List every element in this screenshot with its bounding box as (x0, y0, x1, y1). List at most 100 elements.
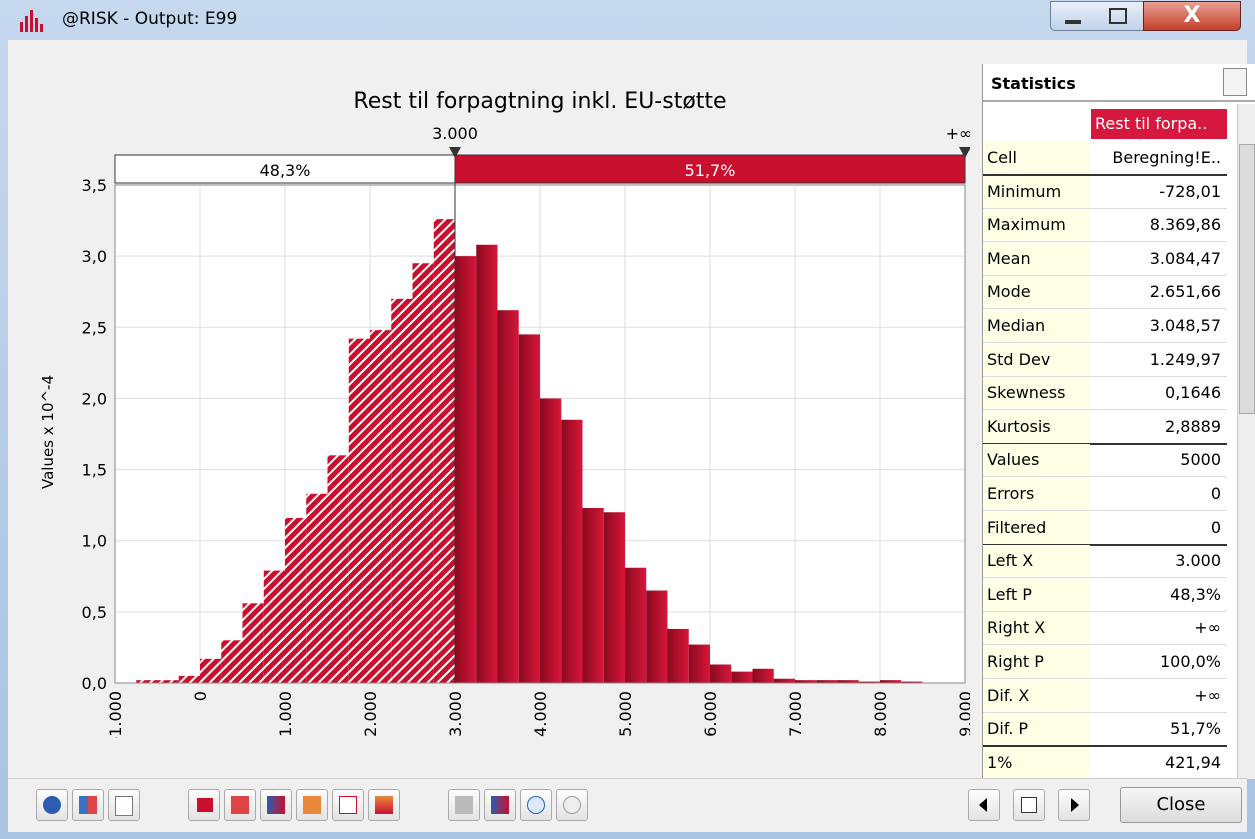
bar (625, 567, 647, 683)
window-controls[interactable] (1050, 1, 1144, 31)
stat-value: -728,01 (1159, 181, 1221, 201)
bar (816, 680, 838, 683)
bar (688, 644, 710, 683)
display-button[interactable] (1013, 789, 1045, 821)
row-line (983, 577, 1227, 579)
stat-value: 2,8889 (1165, 416, 1221, 436)
stat-name: Errors (983, 478, 1090, 510)
x-tick-label: 0 (191, 691, 210, 701)
stat-name: Filtered (983, 511, 1090, 544)
row-line (983, 409, 1227, 411)
stat-value: 421,94 (1165, 752, 1221, 772)
x-tick-label: 6.000 (701, 691, 720, 737)
percent-button[interactable] (332, 789, 364, 821)
row-line (983, 241, 1227, 243)
y-tick-label: 2,0 (82, 389, 107, 408)
bar (582, 507, 604, 683)
bar (795, 680, 817, 683)
row-line (983, 543, 1227, 546)
header-dropdown (1223, 68, 1247, 96)
tornado-button[interactable] (368, 789, 400, 821)
zoom-out-button[interactable] (556, 789, 588, 821)
y-axis-label: Values x 10^-4 (39, 375, 57, 489)
stat-value: 48,3% (1170, 584, 1221, 604)
stat-value: 0,1646 (1165, 383, 1221, 403)
zoom-in-button[interactable] (520, 789, 552, 821)
close-window[interactable]: X (1143, 1, 1241, 31)
bar (242, 603, 264, 683)
row-line (983, 510, 1227, 511)
bar (901, 681, 923, 683)
row-line (983, 375, 1227, 377)
row-line (983, 174, 1227, 176)
statistics-panel: Statistics Rest til forpa.. Cell Beregning!… (982, 64, 1255, 780)
bar (752, 668, 774, 683)
row-line (983, 342, 1227, 343)
region-label: 48,3% (260, 161, 311, 180)
stat-name: Skewness (983, 377, 1090, 410)
stat-name: 1% (983, 746, 1090, 779)
density-button[interactable] (260, 789, 292, 821)
stat-value: 3.000 (1175, 551, 1221, 571)
row-line (983, 610, 1227, 612)
y-tick-label: 2,5 (82, 318, 107, 337)
stat-name: Left X (983, 545, 1090, 578)
toolbar: Close (8, 778, 1247, 832)
close-button[interactable]: Close (1120, 787, 1242, 823)
row-line (983, 308, 1227, 310)
delimiter-marker (449, 147, 461, 158)
bar (773, 678, 795, 683)
bar (285, 517, 307, 683)
stat-value: 0 (1210, 484, 1221, 503)
row-line (983, 644, 1227, 646)
x-tick-label: 7.000 (786, 691, 805, 737)
y-tick-label: 0,5 (82, 603, 107, 622)
stat-name: Maximum (983, 209, 1090, 242)
overlay-button[interactable] (484, 789, 516, 821)
bar (348, 338, 370, 683)
delimiter-label: +∞ (946, 124, 970, 143)
stat-value: 8.369,86 (1149, 215, 1221, 235)
stat-name: Kurtosis (983, 410, 1090, 443)
x-tick-label: 9.000 (956, 691, 970, 737)
summary-button[interactable] (224, 789, 256, 821)
graph-button[interactable] (72, 789, 104, 821)
app-icon (20, 10, 43, 32)
stat-value: Beregning!E.. (1112, 148, 1221, 167)
next-button[interactable] (1058, 789, 1090, 821)
stat-value: 2.651,66 (1149, 282, 1221, 302)
prev-button[interactable] (968, 789, 1000, 821)
report-button[interactable] (108, 789, 140, 821)
scroll-thumb (1239, 144, 1255, 414)
x-tick-label: 4.000 (531, 691, 550, 737)
bar (157, 680, 179, 683)
bar (327, 455, 349, 683)
header-line (983, 100, 1255, 102)
bar (433, 219, 455, 684)
bar (200, 658, 222, 683)
chart: Rest til forpagtning inkl. EU-støtte Val… (39, 89, 970, 738)
y-tick-label: 0,0 (82, 674, 107, 693)
bar (221, 640, 243, 683)
stat-name: Right X (983, 612, 1090, 645)
x-tick-label: 3.000 (446, 691, 465, 737)
stat-value: 5000 (1180, 450, 1221, 470)
stat-name: Mean (983, 242, 1090, 275)
client-area: Rest til forpagtning inkl. EU-støtte Val… (8, 40, 1255, 832)
stat-name: Values (983, 444, 1090, 477)
stat-value: 100,0% (1159, 652, 1221, 671)
scatter-button[interactable] (296, 789, 328, 821)
row-line (983, 274, 1227, 276)
bar (646, 590, 668, 683)
help-button[interactable] (36, 789, 68, 821)
stat-value: +∞ (1194, 685, 1221, 705)
bar (178, 675, 200, 683)
histogram-button[interactable] (188, 789, 220, 821)
window-title: @RISK - Output: E99 (62, 9, 238, 29)
y-tick-label: 1,5 (82, 461, 107, 480)
y-tick-label: 1,0 (82, 532, 107, 551)
filter-button[interactable] (448, 789, 480, 821)
x-tick-label: -1.000 (106, 691, 125, 738)
stat-value: 0 (1210, 517, 1221, 537)
y-tick-label: 3,5 (82, 176, 107, 195)
